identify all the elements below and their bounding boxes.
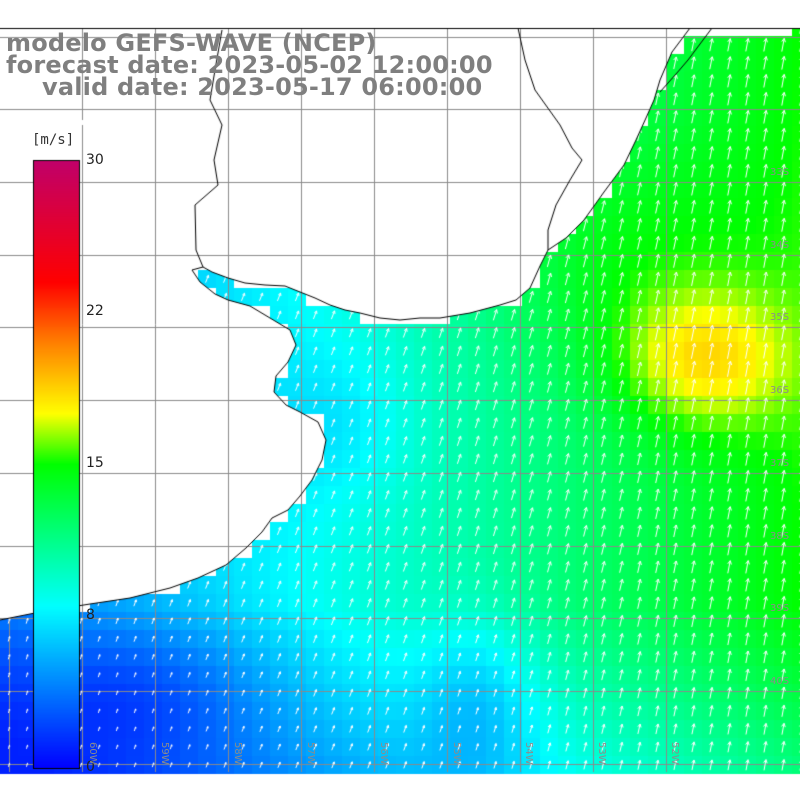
lat-label-37s: 37S xyxy=(770,458,790,469)
colorbar-tick-15: 15 xyxy=(86,455,104,471)
lon-label-55w: 55W xyxy=(451,742,462,765)
colorbar-tick-8: 8 xyxy=(86,607,95,623)
lat-label-34s: 34S xyxy=(770,240,790,251)
colorbar-units: [m/s] xyxy=(32,132,75,148)
lat-label-36s: 36S xyxy=(770,385,790,396)
lon-label-52w: 52W xyxy=(669,742,680,765)
lat-label-35s: 35S xyxy=(770,312,790,323)
lat-label-40s: 40S xyxy=(770,676,790,687)
lat-label-39s: 39S xyxy=(770,603,790,614)
title-forecast-date: forecast date: 2023-05-02 12:00:00 xyxy=(6,51,493,79)
colorbar-tick-22: 22 xyxy=(86,303,104,319)
lat-label-38s: 38S xyxy=(770,531,790,542)
colorbar-tick-30: 30 xyxy=(86,152,104,168)
colorbar-tick-0: 0 xyxy=(86,759,95,775)
lon-label-58w: 58W xyxy=(232,742,243,765)
title-valid-date: valid date: 2023-05-17 06:00:00 xyxy=(42,73,483,101)
lat-label-33s: 33S xyxy=(770,167,790,178)
lon-label-53w: 53W xyxy=(596,742,607,765)
lon-label-57w: 57W xyxy=(305,742,316,765)
lon-label-56w: 56W xyxy=(378,742,389,765)
title-model: modelo GEFS-WAVE (NCEP) xyxy=(6,29,377,57)
lon-label-54w: 54W xyxy=(523,742,534,765)
lon-label-59w: 59W xyxy=(159,742,170,765)
lon-label-60w: 60W xyxy=(87,742,98,765)
